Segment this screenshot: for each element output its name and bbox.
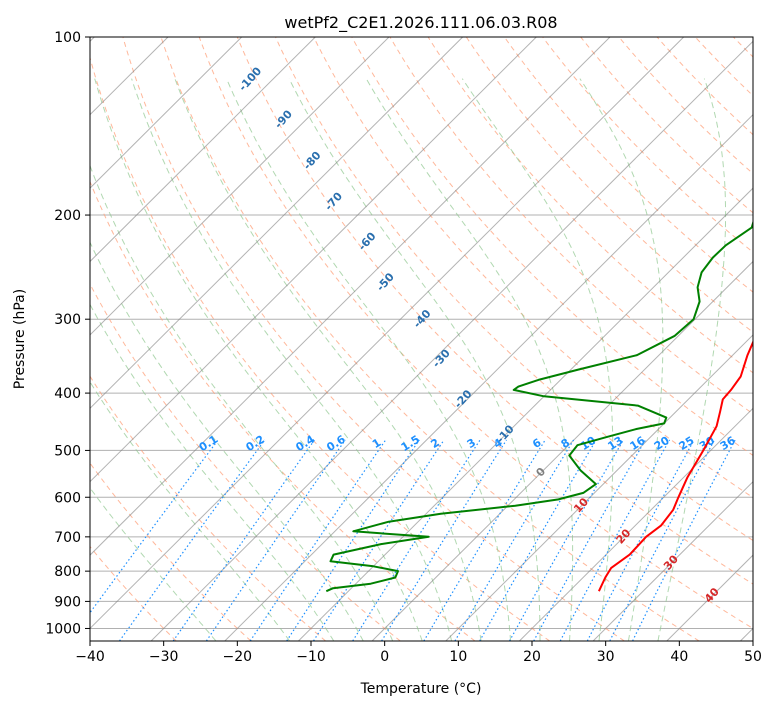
isotherm-line <box>445 334 753 641</box>
x-axis: −40 −30 −20 −10 0 10 20 30 40 50 <box>75 641 762 665</box>
isotherm-line <box>224 114 753 641</box>
mixing-ratio-line <box>249 439 387 641</box>
x-tick-label: −30 <box>149 649 179 665</box>
isotherm-line <box>150 40 753 641</box>
isotherm-line <box>371 260 753 641</box>
moist-adiabat-line <box>94 78 423 641</box>
dewpoint-profile-line <box>325 219 753 593</box>
y-tick-label: 1000 <box>45 621 81 637</box>
moist-adiabat-line <box>657 78 727 641</box>
x-tick-label: −10 <box>296 649 326 665</box>
x-tick-label: 10 <box>449 649 467 665</box>
isotherm-line <box>90 37 464 409</box>
sounding-profiles <box>325 219 753 593</box>
temperature-profile-line <box>597 339 753 592</box>
dry-adiabat-line <box>427 37 753 374</box>
mixing-ratio-line <box>90 439 219 614</box>
mixing-ratio-line <box>423 439 546 641</box>
y-tick-label: 300 <box>54 312 81 328</box>
mixing-ratio-line <box>172 439 316 641</box>
moist-adiabat-line <box>90 164 394 641</box>
moist-adiabat-line <box>461 78 614 641</box>
moist-adiabat-line <box>90 303 335 641</box>
dry-adiabat-line <box>313 37 753 499</box>
dry-adiabat-line <box>90 180 476 641</box>
dry-adiabat-line <box>503 37 753 293</box>
x-tick-label: 30 <box>597 649 615 665</box>
mixing-ratio-line <box>632 439 736 641</box>
isotherm-line <box>90 37 685 630</box>
x-tick-label: 0 <box>380 649 389 665</box>
y-tick-label: 800 <box>54 564 81 580</box>
isotherm-line <box>90 37 316 263</box>
dry-adiabat-line <box>580 37 753 214</box>
mixing-ratio-line <box>609 439 716 641</box>
plot-area: 0.1 0.2 0.4 0.6 1 1.5 2 3 4 6 8 10 13 16 20 25 30 36-100-… <box>90 37 753 641</box>
y-tick-label: 600 <box>54 490 81 506</box>
background-lines <box>90 37 753 641</box>
isotherm-line <box>90 37 390 336</box>
dry-adiabat-line <box>90 55 550 641</box>
dry-adiabat-line <box>122 37 625 641</box>
y-tick-label: 200 <box>54 208 81 224</box>
moist-adiabat-line <box>174 78 482 641</box>
y-axis-label: Pressure (hPa) <box>12 289 28 389</box>
isotherm-line <box>519 407 753 641</box>
moist-adiabat-line <box>226 78 512 641</box>
x-tick-label: 50 <box>744 649 762 665</box>
isotherm-line <box>90 37 243 189</box>
mixing-ratio-line <box>454 439 575 641</box>
y-tick-label: 500 <box>54 443 81 459</box>
dry-adiabat-line <box>542 37 753 253</box>
dry-adiabat-line <box>465 37 753 333</box>
mixing-ratio-line <box>381 439 508 641</box>
y-tick-label: 900 <box>54 594 81 610</box>
y-tick-label: 700 <box>54 530 81 546</box>
moist-adiabat-line <box>579 78 664 641</box>
y-tick-label: 100 <box>54 30 81 46</box>
dry-adiabat-line <box>198 37 753 629</box>
dry-adiabat-line <box>90 282 401 641</box>
mixing-ratio-line <box>586 439 695 641</box>
dry-adiabat-line <box>275 37 753 542</box>
mixing-ratio-line <box>508 439 624 641</box>
dry-adiabat-line <box>618 37 753 175</box>
mixing-ratio-line <box>119 439 266 641</box>
chart-title: wetPf2_C2E1.2026.111.06.03.R08 <box>284 13 557 33</box>
x-axis-label: Temperature (°C) <box>360 681 482 697</box>
moist-adiabat-line <box>365 78 574 641</box>
isotherm-line <box>90 37 537 483</box>
moist-adiabat-line <box>90 487 217 641</box>
moist-adiabat-line <box>90 381 290 641</box>
moist-adiabat-line <box>288 78 541 641</box>
mixing-ratio-line <box>479 439 597 641</box>
x-tick-label: −20 <box>223 649 253 665</box>
moist-adiabat-line <box>90 241 364 641</box>
dry-adiabat-line <box>389 37 753 415</box>
mixing-ratio-line <box>205 439 346 641</box>
x-tick-label: 20 <box>523 649 541 665</box>
isotherm-line <box>592 480 753 641</box>
x-tick-label: −40 <box>75 649 105 665</box>
mixing-ratio-line <box>286 439 420 641</box>
y-axis: 100 200 300 400 500 600 700 800 900 1000 <box>45 30 90 637</box>
dry-adiabat-line <box>90 375 326 641</box>
plot-frame <box>89 36 754 642</box>
dry-adiabat-line <box>236 37 753 585</box>
isotherm-line <box>90 37 611 556</box>
y-tick-label: 400 <box>54 386 81 402</box>
x-tick-label: 40 <box>670 649 688 665</box>
